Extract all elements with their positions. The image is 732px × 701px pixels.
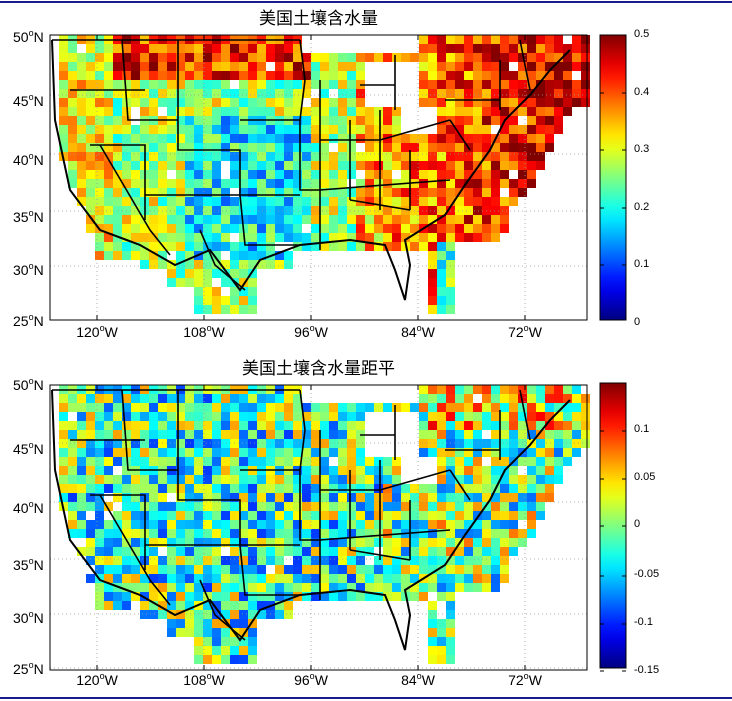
colorbar-tick: 0 — [634, 316, 641, 328]
graticule — [50, 385, 587, 670]
lat-label-50: 50oN — [13, 376, 44, 394]
state-borders — [51, 39, 571, 301]
lat-label-45: 45oN — [13, 92, 44, 110]
colorbar-tick: 0.05 — [634, 471, 656, 483]
lat-label-50: 50oN — [13, 28, 44, 46]
state-borders — [51, 389, 571, 651]
lon-label-96: 96oW — [294, 671, 328, 689]
grid-cells — [59, 35, 590, 314]
lon-label-108: 108oW — [183, 671, 225, 689]
lon-label-72: 72oW — [508, 323, 542, 341]
axes-frame — [49, 34, 588, 321]
top-rule — [0, 1, 732, 3]
lon-label-96: 96oW — [294, 323, 328, 341]
bottom-rule — [0, 697, 732, 699]
soil-moisture-anomaly-map-panel: 美国土壤含水量距平 50oN 45oN 40oN 35oN 30oN 25oN … — [0, 350, 732, 690]
lat-label-25: 25oN — [13, 660, 44, 678]
colorbar-tick: -0.15 — [634, 664, 660, 676]
colorbar-tick: 0.1 — [634, 423, 650, 435]
soil-moisture-map — [49, 34, 627, 321]
colorbar-ticks — [600, 430, 626, 672]
colorbar-tick: 0 — [634, 518, 641, 530]
colorbar-tick: 0.2 — [634, 201, 650, 213]
soil-moisture-map-panel: 美国土壤含水量 50oN 45oN 40oN 35oN 30oN 25oN 12… — [0, 0, 732, 340]
lat-label-30: 30oN — [13, 609, 44, 627]
map-title: 美国土壤含水量距平 — [242, 359, 395, 379]
lat-label-40: 40oN — [13, 151, 44, 169]
lon-label-108: 108oW — [183, 323, 225, 341]
axis-ticks — [96, 385, 526, 670]
colorbar-ticks — [600, 34, 626, 321]
lat-label-45: 45oN — [13, 440, 44, 458]
lon-label-84: 84oW — [401, 671, 435, 689]
lat-label-25: 25oN — [13, 312, 44, 330]
lon-label-120: 120oW — [76, 323, 118, 341]
lat-label-35: 35oN — [13, 208, 44, 226]
soil-moisture-anomaly-map — [49, 382, 627, 672]
lat-label-40: 40oN — [13, 499, 44, 517]
colorbar — [599, 34, 627, 321]
grid-cells — [59, 385, 590, 664]
lat-label-30: 30oN — [13, 261, 44, 279]
lat-label-35: 35oN — [13, 556, 44, 574]
axis-ticks — [96, 35, 526, 320]
lon-label-72: 72oW — [508, 671, 542, 689]
colorbar — [599, 382, 627, 669]
colorbar-tick: -0.1 — [634, 616, 653, 628]
colorbar-tick: -0.05 — [634, 568, 660, 580]
colorbar-tick: 0.1 — [634, 258, 650, 270]
lon-label-120: 120oW — [76, 671, 118, 689]
colorbar-tick: 0.4 — [634, 86, 650, 98]
colorbar-tick: 0.5 — [634, 28, 650, 40]
lon-label-84: 84oW — [401, 323, 435, 341]
axes-frame — [49, 384, 588, 671]
colorbar-tick: 0.3 — [634, 143, 650, 155]
map-title: 美国土壤含水量 — [259, 9, 378, 29]
